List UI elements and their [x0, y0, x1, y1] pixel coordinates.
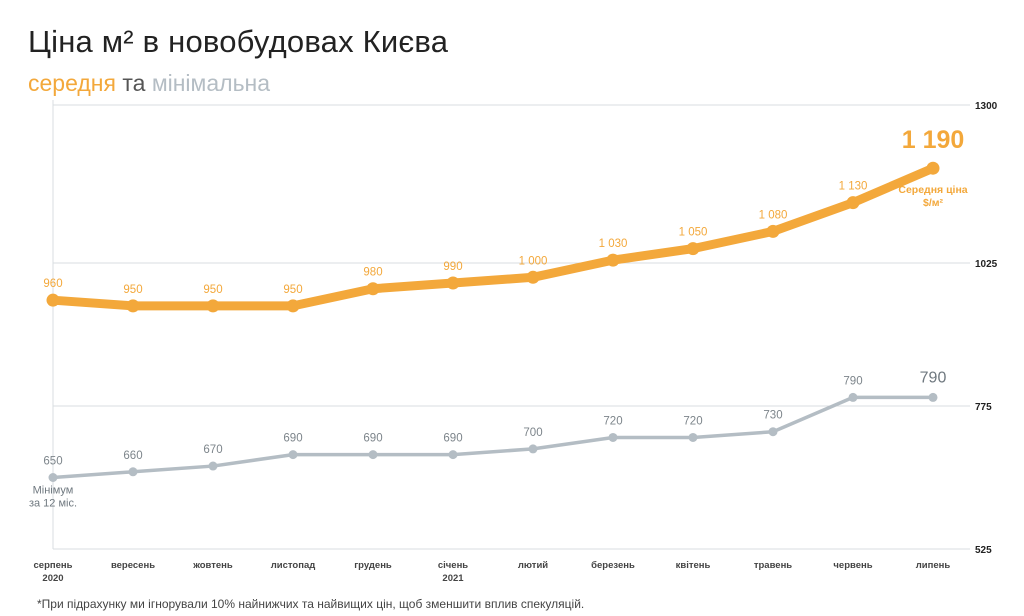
- x-tick-label: червень: [833, 560, 872, 571]
- minimum-data-label: 690: [363, 433, 382, 445]
- x-tick-label: травень: [754, 560, 792, 571]
- minimum-start-annotation: Мінімум: [33, 485, 74, 497]
- average-end-annotation: $/м²: [923, 197, 944, 209]
- average-data-point: [46, 293, 60, 307]
- x-tick-label: жовтень: [192, 560, 233, 571]
- subtitle-average: середня: [28, 70, 116, 96]
- average-data-label: 950: [123, 284, 142, 296]
- average-series-line: [48, 163, 938, 311]
- average-data-point: [766, 224, 780, 238]
- average-data-point: [846, 196, 860, 210]
- x-tick-label: вересень: [111, 560, 155, 571]
- minimum-data-label: 720: [603, 415, 622, 427]
- minimum-start-annotation: за 12 міс.: [29, 498, 77, 510]
- x-tick-label: листопад: [271, 560, 316, 571]
- minimum-data-point: [688, 432, 698, 442]
- footnote: *При підрахунку ми ігнорували 10% найниж…: [37, 597, 585, 611]
- x-tick-label: 2020: [42, 573, 63, 584]
- y-tick-label: 525: [975, 545, 992, 556]
- y-tick-label: 1300: [975, 101, 998, 112]
- average-data-point: [926, 161, 940, 175]
- minimum-data-point: [448, 450, 458, 460]
- minimum-data-label: 720: [683, 415, 702, 427]
- minimum-data-point: [288, 450, 298, 460]
- average-data-label: 950: [283, 284, 302, 296]
- x-tick-label: березень: [591, 560, 635, 571]
- average-data-label: 1 080: [759, 209, 788, 221]
- average-data-point: [686, 242, 700, 256]
- minimum-data-point: [128, 467, 138, 477]
- y-tick-label: 775: [975, 402, 992, 413]
- average-data-label: 1 000: [519, 255, 548, 267]
- average-data-label: 1 050: [679, 227, 708, 239]
- minimum-data-label: 730: [763, 410, 782, 422]
- minimum-data-label: 700: [523, 427, 542, 439]
- x-tick-label: січень: [438, 560, 468, 571]
- subtitle-conjunction: та: [122, 70, 146, 96]
- x-tick-label: липень: [916, 560, 951, 571]
- minimum-data-point: [208, 461, 218, 471]
- chart-subtitle: середня та мінімальна: [28, 70, 270, 97]
- minimum-data-point: [608, 432, 618, 442]
- subtitle-minimum: мінімальна: [151, 70, 271, 96]
- average-data-label: 990: [443, 261, 462, 273]
- minimum-data-label: 690: [443, 433, 462, 445]
- minimum-data-label: 660: [123, 450, 142, 462]
- x-tick-label: грудень: [354, 560, 392, 571]
- minimum-data-point: [528, 444, 538, 454]
- minimum-data-label: 790: [843, 375, 862, 387]
- x-tick-label: квітень: [676, 560, 711, 571]
- chart-title: Ціна м² в новобудовах Києва: [28, 24, 449, 59]
- average-data-label: 950: [203, 284, 222, 296]
- average-data-point: [526, 270, 540, 284]
- x-tick-label: 2021: [442, 573, 464, 584]
- average-data-point: [206, 299, 220, 313]
- minimum-data-point: [848, 392, 858, 402]
- average-end-annotation: Середня ціна: [898, 184, 967, 196]
- y-tick-label: 1025: [975, 259, 998, 270]
- average-data-point: [126, 299, 140, 313]
- x-tick-label: серпень: [34, 560, 73, 571]
- average-data-point: [446, 276, 460, 290]
- x-tick-label: лютий: [518, 560, 548, 571]
- average-data-label: 1 030: [599, 238, 628, 250]
- average-data-label: 1 130: [839, 181, 868, 193]
- minimum-data-point: [928, 392, 938, 402]
- minimum-data-label: 670: [203, 444, 222, 456]
- minimum-data-label: 790: [920, 369, 947, 386]
- minimum-data-label: 690: [283, 433, 302, 445]
- minimum-data-point: [768, 427, 778, 437]
- average-data-point: [606, 253, 620, 267]
- minimum-data-point: [368, 450, 378, 460]
- average-data-point: [366, 282, 380, 296]
- minimum-data-point: [48, 473, 58, 482]
- minimum-series-line: [51, 395, 935, 480]
- average-data-label: 960: [43, 278, 62, 290]
- minimum-data-label: 650: [43, 456, 62, 468]
- average-data-label: 1 190: [902, 126, 965, 154]
- average-data-point: [286, 299, 300, 313]
- average-data-label: 980: [363, 267, 382, 279]
